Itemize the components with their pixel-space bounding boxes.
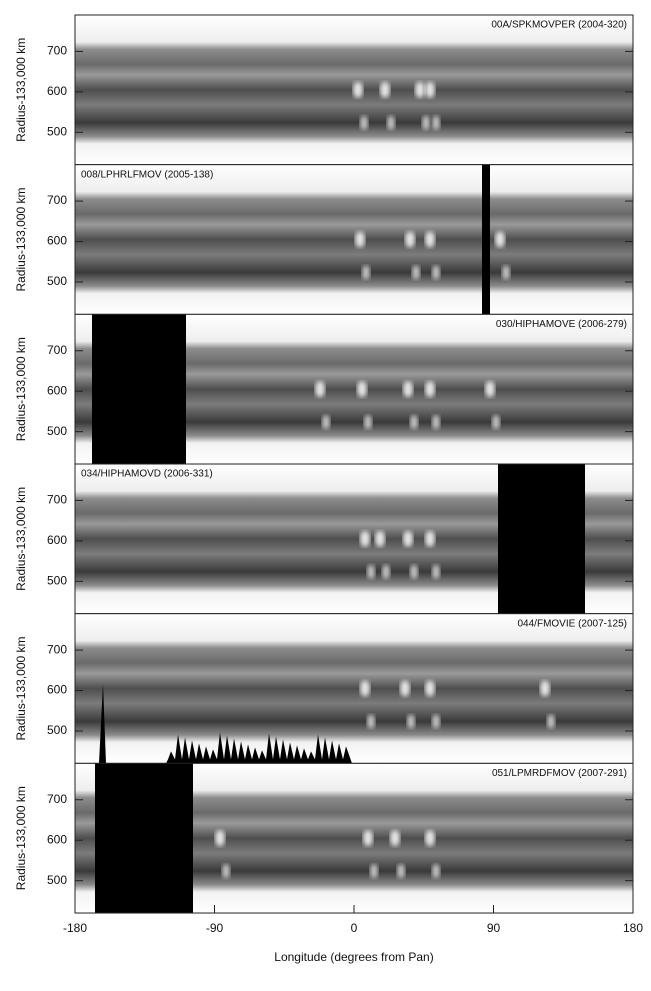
bright-feature <box>432 115 440 130</box>
x-tick-label: 0 <box>351 921 358 935</box>
y-tick-label: 500 <box>47 124 67 138</box>
bright-feature <box>360 680 370 697</box>
y-axis-label: Radius-133,000 km <box>14 38 28 142</box>
bright-feature <box>360 530 370 547</box>
bright-feature <box>322 415 330 430</box>
x-axis-label: Longitude (degrees from Pan) <box>274 950 433 964</box>
bright-feature <box>410 564 418 579</box>
y-tick-label: 500 <box>47 873 67 887</box>
data-gap <box>95 763 193 914</box>
y-tick-label: 600 <box>47 84 67 98</box>
bright-feature <box>382 564 390 579</box>
bright-feature <box>425 680 435 697</box>
bright-feature <box>367 564 375 579</box>
panel-label: 051/LPMRDFMOV (2007-291) <box>492 768 627 779</box>
bright-feature <box>364 415 372 430</box>
bright-feature <box>412 265 420 280</box>
data-gap <box>166 732 352 764</box>
y-tick-label: 600 <box>47 383 67 397</box>
panel-label: 034/HIPHAMOVD (2006-331) <box>81 469 213 480</box>
y-tick-label: 700 <box>47 44 67 58</box>
bright-feature <box>425 231 435 248</box>
panel-label: 00A/SPKMOVPER (2004-320) <box>491 20 627 31</box>
bright-feature <box>360 115 368 130</box>
bright-feature <box>485 381 495 398</box>
data-gap <box>92 314 186 465</box>
y-axis-label: Radius-133,000 km <box>14 636 28 740</box>
bright-feature <box>540 680 550 697</box>
bright-feature <box>375 530 385 547</box>
bright-feature <box>432 864 440 879</box>
bright-feature <box>495 231 505 248</box>
bright-feature <box>403 530 413 547</box>
bright-feature <box>432 564 440 579</box>
y-tick-label: 600 <box>47 533 67 547</box>
y-tick-label: 600 <box>47 683 67 697</box>
y-axis-label: Radius-133,000 km <box>14 487 28 591</box>
y-tick-label: 500 <box>47 274 67 288</box>
y-tick-label: 600 <box>47 832 67 846</box>
y-tick-label: 600 <box>47 234 67 248</box>
bright-feature <box>215 830 225 847</box>
data-gap <box>482 164 490 315</box>
bright-feature <box>415 81 425 98</box>
x-tick-label: -90 <box>206 921 224 935</box>
bright-feature <box>403 381 413 398</box>
bright-feature <box>407 714 415 729</box>
bright-feature <box>357 381 367 398</box>
data-gap <box>498 464 585 614</box>
bright-feature <box>432 714 440 729</box>
bright-feature <box>425 81 435 98</box>
panel-label: 044/FMOVIE (2007-125) <box>518 618 628 629</box>
ring-image <box>75 164 633 315</box>
bright-feature <box>410 415 418 430</box>
bright-feature <box>422 115 430 130</box>
bright-feature <box>387 115 395 130</box>
bright-feature <box>390 830 400 847</box>
x-tick-label: -180 <box>63 921 87 935</box>
y-tick-label: 500 <box>47 573 67 587</box>
data-gap <box>99 683 106 764</box>
bright-feature <box>547 714 555 729</box>
bright-feature <box>502 265 510 280</box>
y-tick-label: 700 <box>47 193 67 207</box>
bright-feature <box>425 830 435 847</box>
y-tick-label: 700 <box>47 343 67 357</box>
bright-feature <box>432 415 440 430</box>
bright-feature <box>380 81 390 98</box>
y-axis-label: Radius-133,000 km <box>14 337 28 441</box>
x-tick-label: 90 <box>487 921 501 935</box>
bright-feature <box>362 265 370 280</box>
y-tick-label: 700 <box>47 792 67 806</box>
bright-feature <box>405 231 415 248</box>
bright-feature <box>432 265 440 280</box>
y-tick-label: 700 <box>47 642 67 656</box>
x-tick-label: 180 <box>623 921 643 935</box>
bright-feature <box>367 714 375 729</box>
bright-feature <box>492 415 500 430</box>
y-tick-label: 700 <box>47 493 67 507</box>
y-tick-label: 500 <box>47 424 67 438</box>
bright-feature <box>425 530 435 547</box>
panel-label: 008/LPHRLFMOV (2005-138) <box>81 169 213 180</box>
y-axis-label: Radius-133,000 km <box>14 187 28 291</box>
bright-feature <box>370 864 378 879</box>
bright-feature <box>400 680 410 697</box>
panel-label: 030/HIPHAMOVE (2006-279) <box>496 319 627 330</box>
bright-feature <box>363 830 373 847</box>
y-axis-label: Radius-133,000 km <box>14 786 28 890</box>
bright-feature <box>425 381 435 398</box>
bright-feature <box>355 231 365 248</box>
bright-feature <box>315 381 325 398</box>
bright-feature <box>397 864 405 879</box>
bright-feature <box>353 81 363 98</box>
y-tick-label: 500 <box>47 723 67 737</box>
bright-feature <box>222 864 230 879</box>
panels: 00A/SPKMOVPER (2004-320) 500 600 700 Radius-… <box>14 14 643 935</box>
